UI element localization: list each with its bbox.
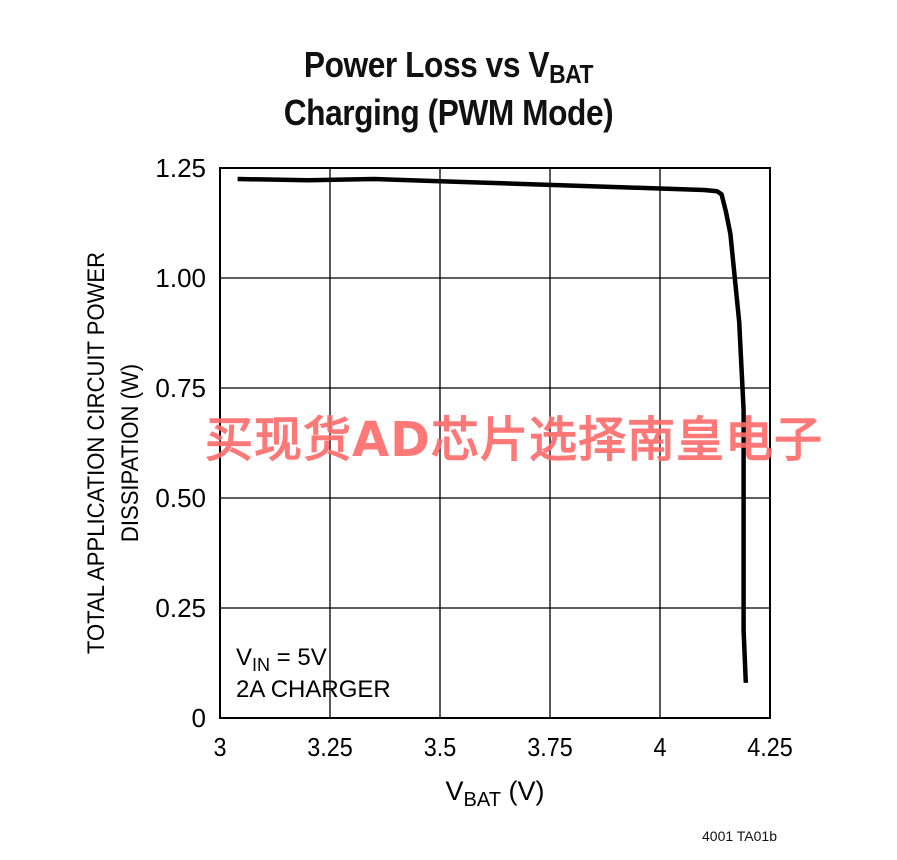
chart-title-line2: Charging (PWM Mode) — [283, 92, 614, 133]
annotation-vin: VIN = 5V — [236, 644, 327, 675]
y-tick-label: 0.75 — [155, 373, 206, 403]
y-tick-label: 0.50 — [155, 483, 206, 513]
x-tick-label: 3.25 — [307, 734, 353, 762]
figure-code: 4001 TA01b — [702, 828, 777, 844]
chart-title-line1: Power Loss vs VBAT — [54, 44, 843, 90]
plot-frame — [219, 167, 771, 719]
title-prefix: Power Loss vs V — [303, 44, 550, 85]
x-tick-label: 3 — [213, 734, 226, 762]
y-tick-label: 0 — [192, 703, 206, 733]
series-line — [237, 176, 749, 683]
y-tick-label: 1.00 — [155, 263, 206, 293]
x-tick-label: 3.5 — [424, 734, 457, 762]
annotation-charger: 2A CHARGER — [236, 676, 391, 703]
x-tick-label: 4.25 — [747, 734, 793, 762]
x-tick-label: 3.75 — [527, 734, 573, 762]
y-tick-label: 1.25 — [155, 153, 206, 183]
y-tick-label: 0.25 — [155, 593, 206, 623]
watermark-text: 买现货AD芯片选择南皇电子 — [205, 412, 823, 468]
y-axis-label-line2: DISSIPATION (W) — [116, 364, 143, 542]
x-axis-label: VBAT (V) — [446, 776, 545, 811]
y-axis-label-line1: TOTAL APPLICATION CIRCUIT POWER — [82, 252, 109, 654]
title-subscript: BAT — [549, 59, 594, 89]
x-tick-label: 4 — [653, 734, 666, 762]
